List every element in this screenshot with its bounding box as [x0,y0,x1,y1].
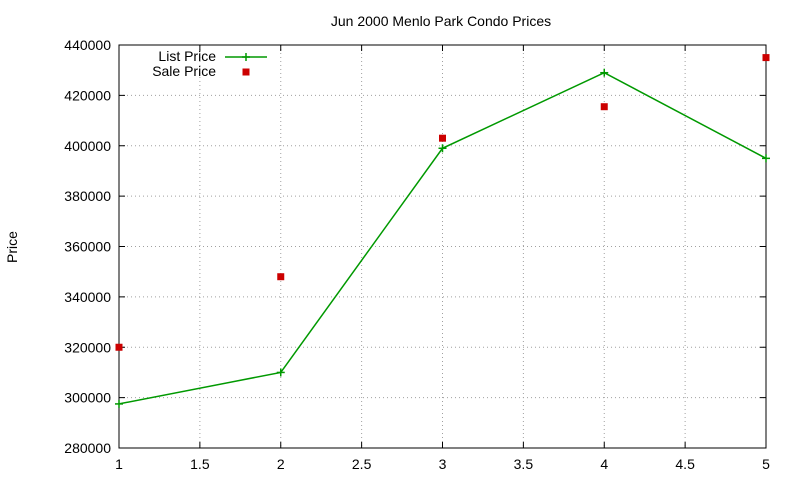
data-point [115,343,123,351]
y-tick-labels: 280000 300000 320000 340000 360000 380000 4000… [64,37,111,456]
x-tick-label: 5 [762,456,770,472]
y-tick-label: 380000 [64,188,111,204]
y-tick-label: 340000 [64,289,111,305]
x-tick-label: 1 [115,456,123,472]
chart-title: Jun 2000 Menlo Park Condo Prices [331,13,551,29]
plot-frame [118,44,767,449]
legend-swatch-sale-price-marker [242,68,250,76]
y-tick-label: 360000 [64,239,111,255]
x-tick-label: 3.5 [514,456,534,472]
y-tick-label: 420000 [64,87,111,103]
series-line [118,71,767,405]
legend-label-list-price: List Price [158,48,216,64]
data-point [762,154,770,163]
y-axis-label: Price [4,231,20,263]
y-tick-label: 440000 [64,37,111,53]
data-point [762,54,770,62]
legend-swatches [225,53,267,76]
grid-lines [119,45,766,448]
y-tick-label: 400000 [64,138,111,154]
legend-label-sale-price: Sale Price [152,63,216,79]
series-list-price [115,68,770,408]
y-tick-label: 280000 [64,440,111,456]
y-tick-label: 300000 [64,390,111,406]
x-tick-label: 4.5 [675,456,695,472]
x-tick-label: 2.5 [352,456,372,472]
data-point [115,399,123,408]
x-tick-labels: 1 1.5 2 2.5 3 3.5 4 4.5 5 [115,456,770,472]
data-point [276,368,285,377]
y-tick-label: 320000 [64,339,111,355]
data-point [439,134,446,142]
x-tick-label: 4 [600,456,608,472]
series-sale-price [115,54,770,351]
data-point [438,144,447,153]
x-tick-label: 3 [439,456,447,472]
series-layer [115,54,770,408]
x-tick-label: 2 [277,456,285,472]
data-point [600,103,608,111]
x-tick-label: 1.5 [190,456,210,472]
data-point [277,273,285,281]
legend: List Price Sale Price [152,48,267,79]
legend-swatch-list-price-marker [242,53,250,61]
data-point [600,68,609,77]
